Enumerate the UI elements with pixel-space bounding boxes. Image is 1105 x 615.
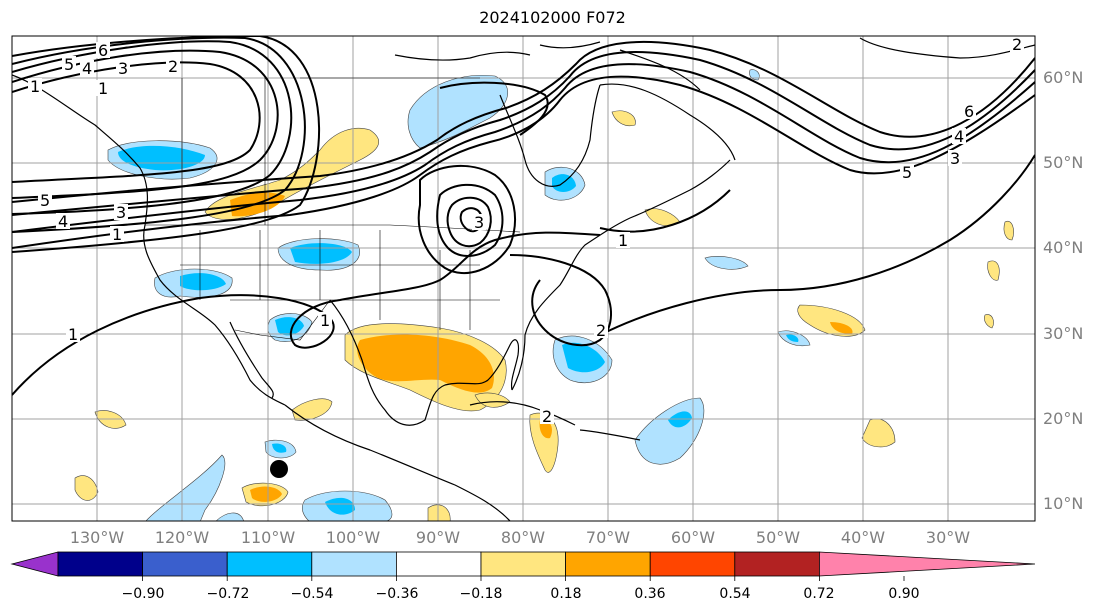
colorbar-tick-label: −0.54 <box>290 586 334 602</box>
contour-label-group: 6 5 4 3 2 1 1 5 4 3 1 1 1 1 2 2 6 4 3 5 … <box>28 35 1024 426</box>
colorbar-segment <box>480 551 566 577</box>
lat-label-50n: 50°N <box>1043 153 1084 172</box>
lon-label-90w: 90°W <box>415 528 461 547</box>
contour-label: 6 <box>98 41 108 60</box>
political-borders <box>145 77 521 341</box>
contour-lines <box>12 36 1035 396</box>
lon-label-30w: 30°W <box>925 528 971 547</box>
storm-center-marker <box>270 460 288 478</box>
lat-label-30n: 30°N <box>1043 324 1084 343</box>
lon-label-110w: 110°W <box>240 528 296 547</box>
lon-label-120w: 120°W <box>154 528 210 547</box>
lon-label-50w: 50°W <box>755 528 801 547</box>
colorbar-tick-label: 0.54 <box>719 586 751 602</box>
colorbar-extend-min <box>10 551 59 577</box>
colorbar-segment <box>649 551 736 577</box>
lon-label-80w: 80°W <box>500 528 546 547</box>
contour-label: 4 <box>954 127 964 146</box>
contour-label: 1 <box>98 79 108 98</box>
lat-label-40n: 40°N <box>1043 238 1084 257</box>
map-frame <box>11 35 1036 522</box>
colorbar-tick-label: 0.36 <box>634 586 666 602</box>
colorbar-segment <box>395 551 482 577</box>
contour-label: 5 <box>902 163 912 182</box>
lon-label-70w: 70°W <box>585 528 631 547</box>
lon-label-130w: 130°W <box>69 528 125 547</box>
contour-label: 1 <box>30 77 40 96</box>
contour-label: 2 <box>542 407 552 426</box>
anomaly-shading <box>74 69 1014 521</box>
colorbar-segment <box>565 551 651 577</box>
contour-label: 2 <box>596 321 606 340</box>
contour-label: 1 <box>320 311 330 330</box>
contour-label: 1 <box>618 231 628 250</box>
contour-label: 6 <box>964 102 974 121</box>
chart-title: 2024102000 F072 <box>479 8 626 27</box>
colorbar-tick-label: 0.18 <box>550 586 582 602</box>
colorbar-segment <box>142 551 228 577</box>
colorbar-segment <box>311 551 397 577</box>
colorbar-segment <box>226 551 313 577</box>
lat-label-60n: 60°N <box>1043 68 1084 87</box>
lat-label-10n: 10°N <box>1043 494 1084 513</box>
contour-label: 4 <box>82 59 92 78</box>
colorbar-segment <box>57 551 143 577</box>
lat-label-20n: 20°N <box>1043 409 1084 428</box>
colorbar-extend-max <box>819 551 1036 577</box>
contour-label: 5 <box>64 55 74 74</box>
contour-label: 4 <box>58 212 68 231</box>
colorbar-tick-label: −0.18 <box>459 586 503 602</box>
contour-label: 5 <box>40 191 50 210</box>
lon-label-40w: 40°W <box>840 528 886 547</box>
lon-label-100w: 100°W <box>325 528 381 547</box>
lon-label-60w: 60°W <box>670 528 716 547</box>
colorbar-tick-label: 0.72 <box>803 586 835 602</box>
contour-label: 1 <box>68 325 78 344</box>
contour-label: 2 <box>1012 35 1022 54</box>
colorbar-tick-label: −0.72 <box>206 586 250 602</box>
contour-label: 3 <box>950 149 960 168</box>
contour-label: 3 <box>474 213 484 232</box>
contour-label: 2 <box>168 57 178 76</box>
colorbar <box>10 551 1036 581</box>
colorbar-segment <box>734 551 820 577</box>
colorbar-tick-label: 0.90 <box>888 586 920 602</box>
contour-label: 3 <box>116 203 126 222</box>
colorbar-tick-label: −0.90 <box>121 586 165 602</box>
colorbar-tick-label: −0.36 <box>375 586 419 602</box>
contour-label: 1 <box>112 225 122 244</box>
contour-label: 3 <box>118 59 128 78</box>
